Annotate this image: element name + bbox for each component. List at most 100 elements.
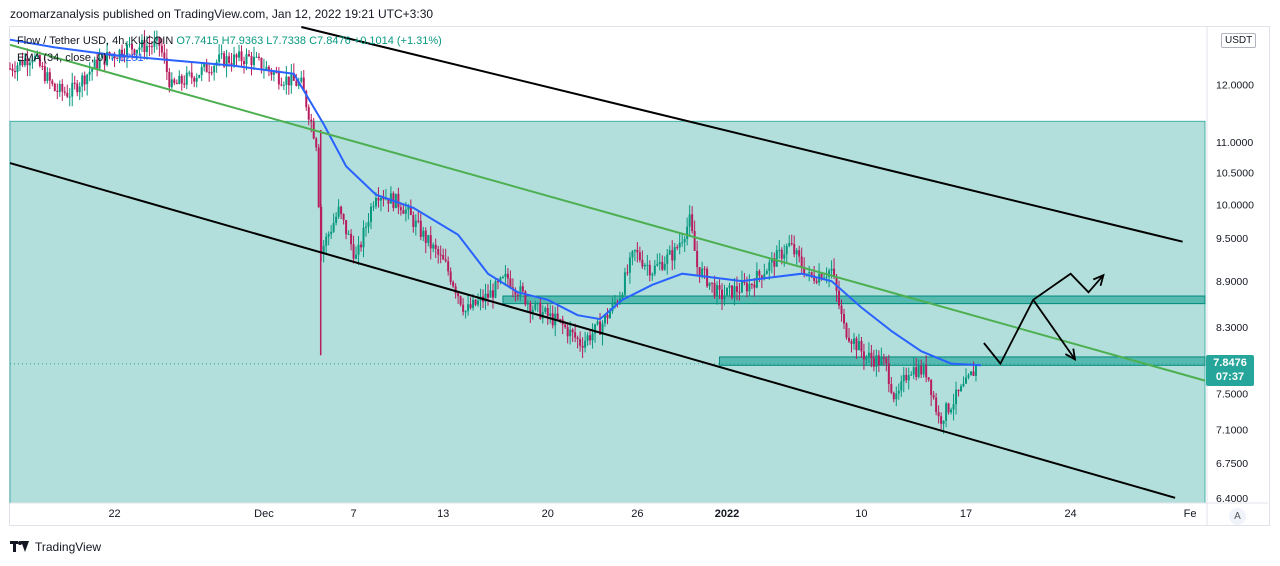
- candle-body: [793, 244, 796, 255]
- candle-body: [830, 268, 833, 271]
- candle-body: [912, 367, 915, 375]
- candle-body: [564, 324, 567, 328]
- candle-body: [808, 272, 811, 274]
- candle-body: [887, 363, 890, 384]
- candle-body: [917, 365, 920, 378]
- candle-body: [389, 193, 392, 204]
- candle-body: [287, 76, 290, 86]
- candle-body: [783, 254, 786, 259]
- candle-body: [892, 392, 895, 400]
- candle-body: [504, 273, 507, 277]
- candle-body: [955, 389, 958, 405]
- candle-body: [83, 75, 86, 85]
- y-tick-label: 12.0000: [1216, 80, 1254, 92]
- candle-body: [275, 72, 278, 74]
- candle-body: [277, 72, 280, 85]
- candle-body: [658, 262, 661, 264]
- candle-body: [260, 57, 263, 70]
- candle-body: [342, 213, 345, 221]
- candle-body: [922, 364, 925, 375]
- candle-body: [696, 250, 699, 268]
- candle-body: [51, 80, 54, 84]
- candle-body: [270, 70, 273, 75]
- candle-body: [708, 282, 711, 287]
- chart-frame[interactable]: [9, 26, 1270, 526]
- legend-ema-label[interactable]: EMA (34, close, 0): [17, 52, 107, 64]
- candle-body: [611, 302, 614, 312]
- candle-body: [499, 277, 502, 282]
- candle-body: [474, 299, 477, 305]
- candle-body: [372, 206, 375, 208]
- candle-body: [235, 54, 238, 58]
- candle-body: [628, 257, 631, 273]
- zone-support-box: [719, 356, 1206, 366]
- candle-body: [317, 147, 320, 207]
- candle-body: [758, 271, 761, 276]
- candle-body: [374, 197, 377, 207]
- candle-body: [666, 254, 669, 264]
- candle-body: [788, 243, 791, 247]
- candle-body: [213, 65, 216, 73]
- legend-symbol[interactable]: Flow / Tether USD, 4h, KUCOIN: [17, 35, 174, 47]
- candle-body: [419, 220, 422, 237]
- candle-body: [773, 258, 776, 267]
- candle-body: [713, 282, 716, 297]
- candle-body: [516, 294, 519, 296]
- projection-alt-path: [1032, 299, 1076, 360]
- candle-body: [295, 80, 298, 86]
- tradingview-footer[interactable]: TradingView: [10, 540, 101, 554]
- candle-body: [671, 250, 674, 261]
- candle-body: [676, 247, 679, 249]
- candle-body: [974, 365, 977, 376]
- candle-body: [546, 308, 549, 316]
- currency-badge[interactable]: USDT: [1221, 33, 1257, 48]
- candle-body: [113, 55, 116, 59]
- auto-scale-button[interactable]: A: [1229, 508, 1246, 525]
- candle-body: [693, 231, 696, 251]
- candle-body: [867, 352, 870, 357]
- candle-body: [855, 338, 858, 351]
- candle-body: [487, 293, 489, 298]
- candle-body: [61, 83, 64, 92]
- candle-body: [840, 305, 843, 314]
- candle-body: [828, 270, 831, 277]
- candle-body: [190, 72, 193, 78]
- candle-body: [763, 274, 766, 279]
- candle-body: [850, 341, 853, 344]
- candle-body: [698, 267, 701, 277]
- candle-body: [41, 65, 44, 67]
- candle-body: [586, 335, 589, 341]
- candle-body: [175, 82, 178, 84]
- candle-body: [23, 58, 26, 66]
- candle-body: [173, 79, 176, 83]
- candle-body: [454, 286, 457, 294]
- candle-body: [76, 83, 79, 93]
- candle-body: [790, 243, 793, 245]
- candle-body: [345, 220, 348, 235]
- last-price-value: 7.8476: [1213, 357, 1247, 369]
- candle-body: [641, 259, 644, 267]
- candle-body: [38, 55, 41, 66]
- candle-body: [885, 358, 888, 364]
- projection-alt-arrowhead: [1064, 348, 1077, 362]
- legend-open: O7.7415: [176, 35, 219, 47]
- candle-body: [98, 57, 101, 69]
- candle-body: [28, 62, 31, 66]
- candle-body: [833, 268, 836, 277]
- candle-body: [48, 72, 51, 81]
- candle-body: [365, 226, 368, 228]
- candle-body: [409, 207, 412, 216]
- candle-body: [967, 375, 970, 378]
- x-tick-label: Dec: [254, 508, 274, 520]
- candle-body: [128, 43, 131, 45]
- candle-body: [86, 74, 89, 85]
- candle-body: [417, 220, 420, 222]
- candle-body: [36, 55, 39, 57]
- candle-body: [549, 313, 552, 316]
- candle-body: [491, 290, 494, 298]
- candle-body: [760, 275, 763, 279]
- candle-body: [88, 71, 91, 75]
- candle-body: [509, 278, 512, 288]
- candle-body: [252, 56, 255, 66]
